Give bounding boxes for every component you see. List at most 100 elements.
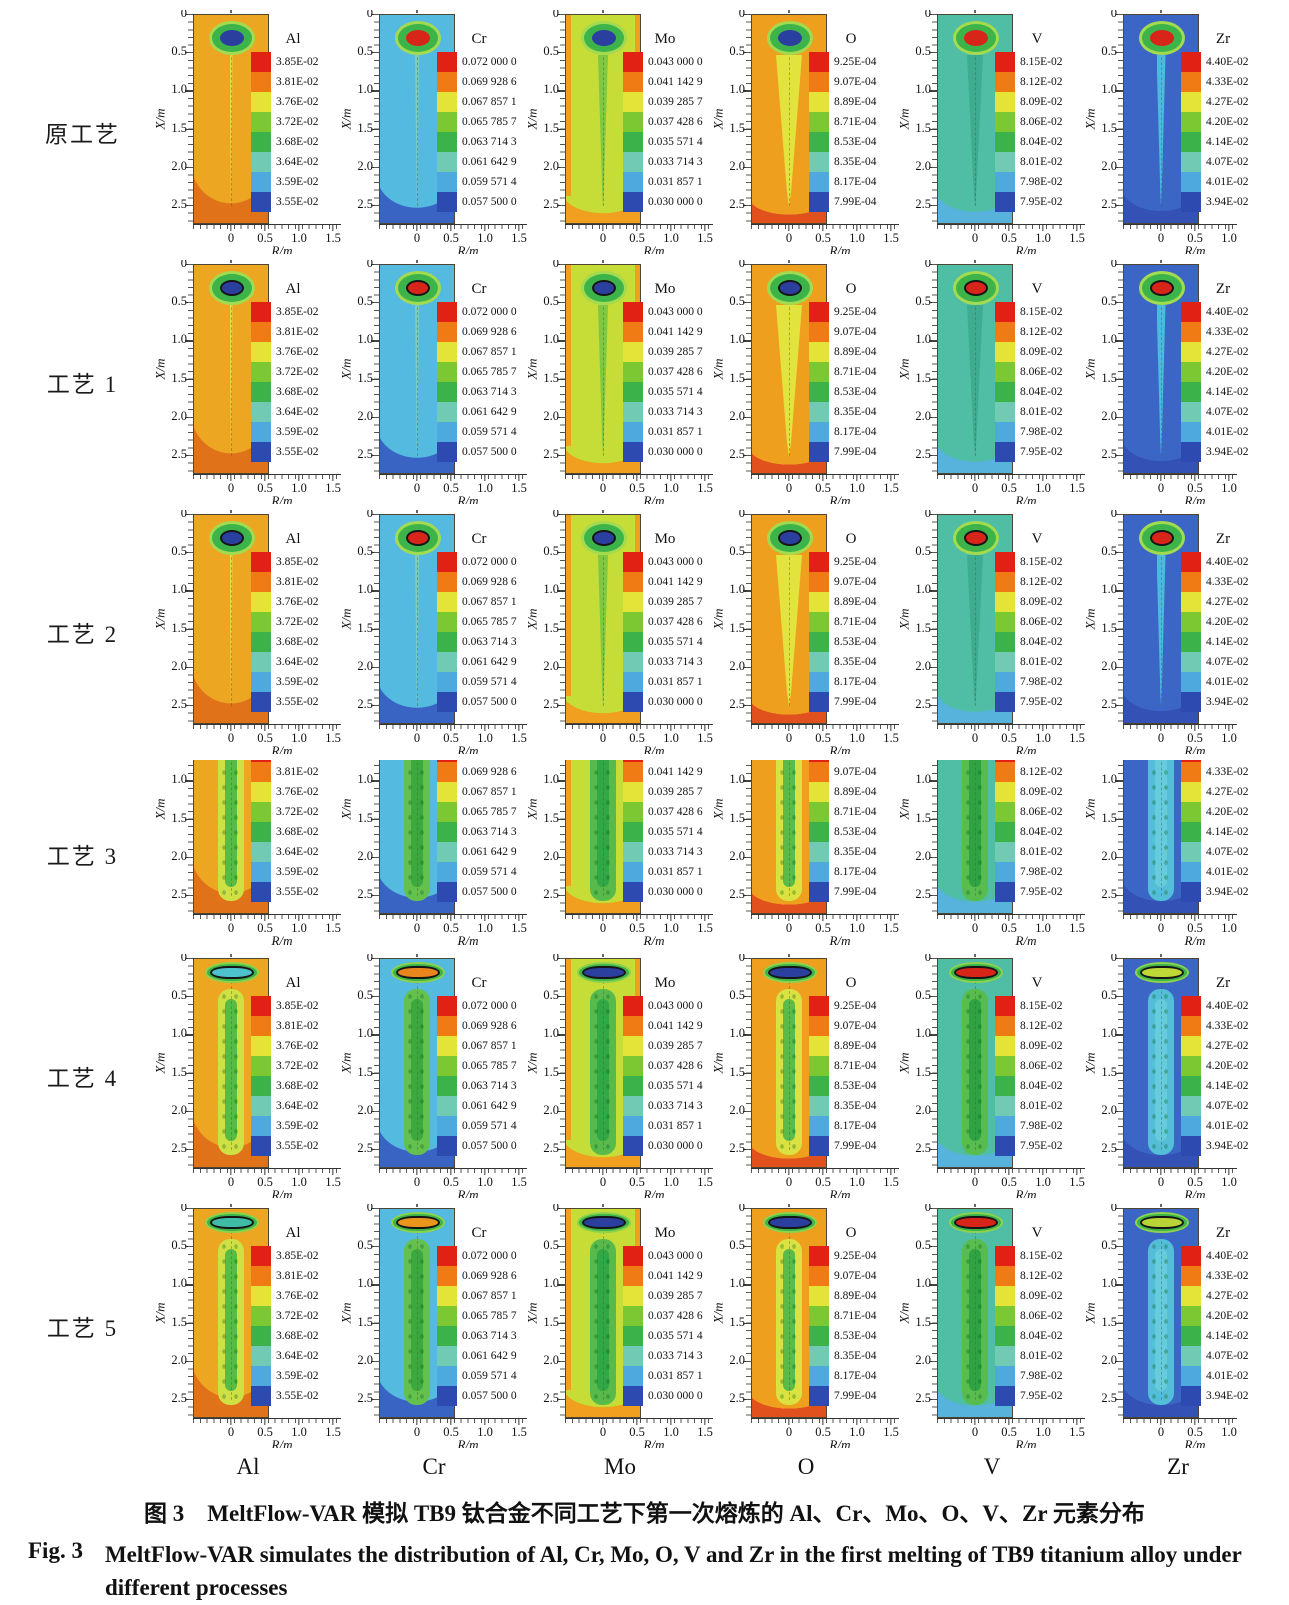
legend-title: O — [845, 1225, 857, 1241]
x-tick-label: 1.5 — [1069, 481, 1085, 495]
melt-pool-blob — [767, 521, 813, 555]
legend-swatch — [809, 52, 829, 72]
electrode-mark — [602, 510, 604, 513]
y-tick-label: 1.5 — [171, 370, 187, 385]
y-tick-label: 0 — [180, 954, 187, 964]
y-tick-label: 0.5 — [1101, 294, 1117, 309]
x-tick-mark — [518, 725, 520, 731]
legend-entry: 9.25E-04 — [809, 760, 876, 762]
legend-swatch — [1181, 822, 1201, 842]
x-minor-ticks — [193, 1169, 341, 1173]
legend-entry: 8.71E-04 — [809, 112, 876, 132]
legend-swatch — [809, 1246, 829, 1266]
x-tick-label: 0.5 — [1001, 731, 1017, 745]
legend-value: 8.89E-04 — [834, 596, 877, 608]
legend-value: 0.065 785 7 — [462, 1310, 517, 1322]
y-tick-label: 2.5 — [729, 1141, 745, 1155]
legend-swatch — [437, 1136, 457, 1156]
x-tick-label: 1.0 — [663, 481, 679, 495]
legend-value: 0.035 571 4 — [648, 136, 703, 148]
legend-swatch — [995, 612, 1015, 632]
legend-entry: 3.94E-02 — [1181, 692, 1248, 712]
y-minor-ticks — [374, 958, 379, 1168]
legend-entry: 3.76E-02 — [251, 1286, 318, 1306]
x-tick-label: 0 — [227, 481, 235, 495]
x-tick-mark — [518, 475, 520, 481]
contour-centerline — [417, 760, 418, 897]
legend-entry: 8.15E-02 — [995, 552, 1062, 572]
x-tick-mark — [264, 725, 266, 731]
y-tick-label: 0 — [552, 510, 559, 520]
legend-value: 9.07E-04 — [834, 1270, 877, 1282]
process-row: 工艺 1 X/m 0 0.5 1.0 1.5 2.0 2.5 0 0.5 1.0 1.5 R/m Al 3.… — [10, 260, 1289, 504]
legend-entry: 0.039 285 7 — [623, 1036, 703, 1056]
x-minor-ticks — [565, 915, 713, 919]
y-tick-label: 2.5 — [1101, 887, 1117, 901]
x-axis-label: R/m — [1184, 743, 1206, 754]
electrode-mark — [974, 954, 976, 957]
melt-pool-blob — [205, 962, 259, 983]
x-tick-mark — [1008, 1169, 1010, 1175]
legend-entry: 0.035 571 4 — [623, 822, 703, 842]
y-minor-ticks — [1118, 1208, 1123, 1418]
legend-entry: 0.059 571 4 — [437, 1116, 517, 1136]
x-tick-label: 1.0 — [663, 231, 679, 245]
x-tick-mark — [1228, 475, 1230, 481]
y-tick-label: 2.5 — [543, 1391, 559, 1405]
legend-entry: 0.030 000 0 — [623, 1386, 703, 1406]
legend-entry: 0.059 571 4 — [437, 172, 517, 192]
x-axis-line — [751, 1418, 899, 1420]
legend-swatch — [995, 762, 1015, 782]
x-tick-mark — [788, 225, 790, 231]
y-tick-label: 1.5 — [915, 370, 931, 385]
legend-entry: 8.35E-04 — [809, 652, 876, 672]
legend-entry: 4.14E-02 — [1181, 632, 1248, 652]
legend-entry: 0.067 857 1 — [437, 1036, 517, 1056]
y-tick-label: 1.0 — [915, 1276, 931, 1291]
legend-swatch — [623, 52, 643, 72]
x-axis-line — [193, 724, 341, 726]
x-tick-label: 0.5 — [1001, 921, 1017, 935]
legend-entry: 3.64E-02 — [251, 842, 318, 862]
x-minor-ticks — [1123, 915, 1237, 919]
legend-swatch — [251, 996, 271, 1016]
legend-swatch — [623, 1116, 643, 1136]
legend-value: 3.68E-02 — [276, 1330, 319, 1342]
x-tick-mark — [822, 1419, 824, 1425]
y-tick-label: 0.5 — [915, 988, 931, 1003]
legend-swatch — [437, 342, 457, 362]
process-row: 工艺 5 X/m 0 0.5 1.0 1.5 2.0 2.5 0 0.5 1.0 1.5 R/m Al 3.… — [10, 1204, 1289, 1448]
legend-entry: 0.059 571 4 — [437, 862, 517, 882]
legend-entry: 0.061 642 9 — [437, 842, 517, 862]
y-minor-ticks — [1118, 14, 1123, 224]
x-tick-label: 1.5 — [511, 231, 527, 245]
legend-swatch — [995, 92, 1015, 112]
legend-swatch — [995, 422, 1015, 442]
melt-pool-blob — [1139, 21, 1185, 55]
legend-entry: 4.40E-02 — [1181, 302, 1248, 322]
legend-swatch — [437, 322, 457, 342]
legend-entry: 4.40E-02 — [1181, 52, 1248, 72]
contour-centerline — [789, 971, 790, 1151]
electrode-mark — [788, 260, 790, 263]
legend-value: 0.057 500 0 — [462, 696, 517, 708]
y-tick-label: 1.5 — [1101, 620, 1117, 635]
x-tick-label: 1.0 — [663, 1175, 679, 1189]
legend-swatch — [251, 760, 271, 762]
y-tick-label: 1.0 — [729, 82, 745, 97]
legend-value: 0.039 285 7 — [648, 596, 703, 608]
legend-swatch — [1181, 1096, 1201, 1116]
x-axis-label: R/m — [829, 933, 851, 948]
legend-swatch — [995, 132, 1015, 152]
legend-value: 7.99E-04 — [834, 1140, 877, 1152]
legend-value: 4.33E-02 — [1206, 1020, 1249, 1032]
legend-swatch — [809, 72, 829, 92]
y-tick-label: 0.5 — [357, 1238, 373, 1253]
x-tick-label: 0.5 — [443, 231, 459, 245]
legend-value: 3.72E-02 — [276, 116, 319, 128]
x-tick-label: 1.0 — [1221, 921, 1237, 935]
